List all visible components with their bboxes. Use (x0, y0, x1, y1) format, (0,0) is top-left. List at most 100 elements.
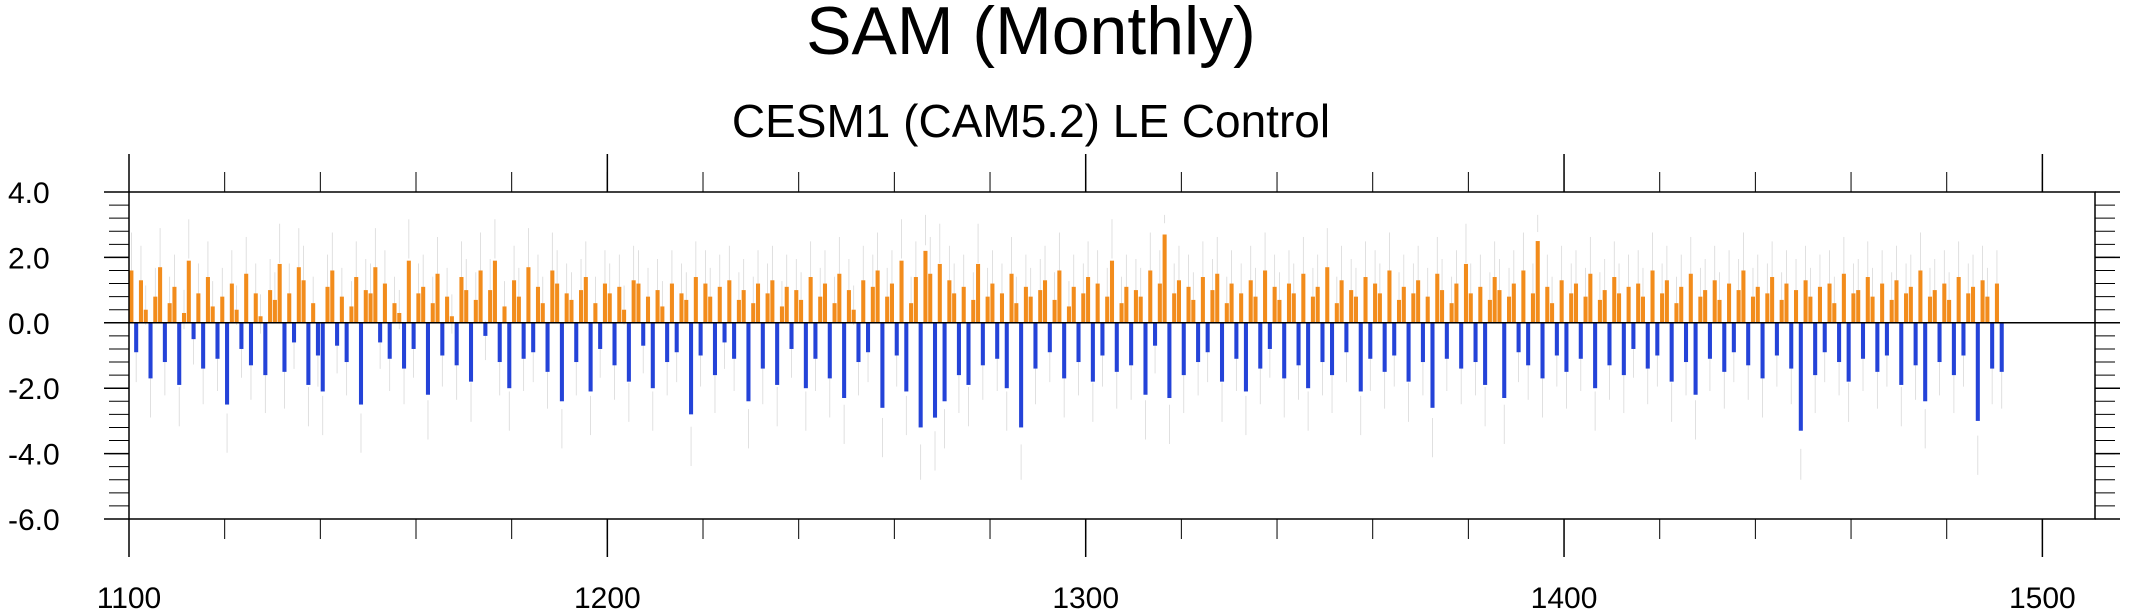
bar-positive (1172, 293, 1177, 323)
bar-positive (999, 293, 1005, 323)
bar-positive (330, 270, 335, 323)
bar-negative (1114, 322, 1119, 372)
bar-positive (196, 293, 201, 323)
bar-positive (947, 280, 952, 323)
bar-positive (593, 303, 598, 323)
bar-negative (1669, 322, 1674, 382)
bar-positive (1272, 286, 1277, 323)
y-tick-label: -6.0 (8, 504, 60, 537)
bar-negative (1243, 322, 1248, 392)
bar-negative (1578, 322, 1583, 359)
bar-negative (827, 322, 832, 379)
bar-positive (526, 267, 531, 323)
bar-positive (1229, 283, 1234, 323)
bar-negative (1798, 322, 1803, 431)
bar-negative (803, 322, 808, 389)
bar-negative (698, 322, 703, 356)
bar-negative (162, 322, 167, 363)
bar-positive (1583, 296, 1588, 323)
bar-positive (1066, 306, 1071, 323)
bar-positive (1162, 234, 1167, 323)
bar-positive (1291, 293, 1296, 323)
bar-negative (201, 322, 206, 369)
bar-positive (1454, 283, 1459, 323)
bar-positive (1086, 277, 1091, 323)
bar-negative (1593, 322, 1598, 389)
bar-positive (693, 277, 698, 323)
bar-positive (1966, 293, 1971, 323)
bar-negative (1526, 322, 1531, 366)
bar-negative (1923, 322, 1928, 402)
bar-negative (813, 322, 818, 359)
bar-positive (1081, 293, 1086, 323)
bar-positive (129, 270, 134, 323)
bar-positive (1506, 296, 1512, 323)
bar-negative (760, 322, 765, 369)
x-tick-label: 1100 (97, 582, 162, 613)
bar-positive (779, 306, 784, 323)
bar-positive (1736, 290, 1741, 323)
bar-positive (349, 306, 354, 323)
bar-negative (559, 322, 564, 402)
bar-negative (134, 322, 139, 353)
bar-positive (143, 309, 148, 323)
bar-negative (1937, 322, 1942, 363)
bar-negative (1631, 322, 1636, 349)
bar-negative (344, 322, 349, 363)
bar-negative (1282, 322, 1287, 379)
bar-negative (148, 322, 153, 379)
bar-negative (942, 322, 947, 402)
bar-positive (1889, 299, 1894, 323)
bar-negative (1090, 322, 1095, 382)
bar-negative (1019, 322, 1024, 428)
bar-positive (311, 303, 316, 323)
bar-positive (679, 293, 684, 323)
bar-negative (1822, 322, 1827, 353)
bar-negative (545, 322, 550, 372)
bar-negative (1564, 322, 1569, 372)
bar-positive (1253, 296, 1258, 323)
bar-positive (1765, 293, 1770, 323)
bar-positive (1851, 293, 1856, 323)
bar-positive (669, 283, 674, 323)
bar-positive (421, 286, 426, 323)
bar-positive (535, 286, 541, 323)
plot-frame (128, 191, 2096, 520)
bar-positive (1870, 296, 1875, 323)
chart-title: SAM (Monthly) (806, 0, 1256, 69)
bar-positive (770, 280, 775, 323)
bar-negative (956, 322, 961, 376)
bar-negative (746, 322, 751, 402)
bar-positive (784, 286, 789, 323)
bar-negative (507, 322, 512, 389)
bar-positive (952, 293, 957, 323)
bar-positive (1784, 283, 1789, 323)
bar-positive (158, 267, 163, 323)
bar-positive (244, 273, 249, 323)
bar-negative (1196, 322, 1201, 363)
chart-subtitle: CESM1 (CAM5.2) LE Control (732, 95, 1330, 147)
bar-negative (1473, 322, 1478, 363)
bar-positive (1956, 277, 1961, 323)
bar-positive (913, 277, 918, 323)
bar-positive (1487, 299, 1492, 323)
bar-negative (1707, 322, 1712, 359)
bar-positive (1588, 273, 1593, 323)
bar-positive (1387, 270, 1392, 323)
bar-negative (1975, 322, 1980, 421)
bar-positive (1559, 280, 1564, 323)
bar-positive (301, 280, 306, 323)
bar-positive (1353, 296, 1358, 323)
bar-positive (1856, 290, 1861, 323)
bar-negative (1258, 322, 1263, 369)
bar-positive (928, 273, 933, 323)
bar-positive (287, 293, 292, 323)
bar-positive (1636, 283, 1641, 323)
bar-negative (248, 322, 254, 366)
bar-negative (712, 322, 718, 376)
bar-positive (555, 283, 560, 323)
bar-positive (492, 260, 497, 323)
bar-negative (775, 322, 780, 385)
bar-negative (411, 322, 416, 349)
bar-positive (889, 283, 894, 323)
